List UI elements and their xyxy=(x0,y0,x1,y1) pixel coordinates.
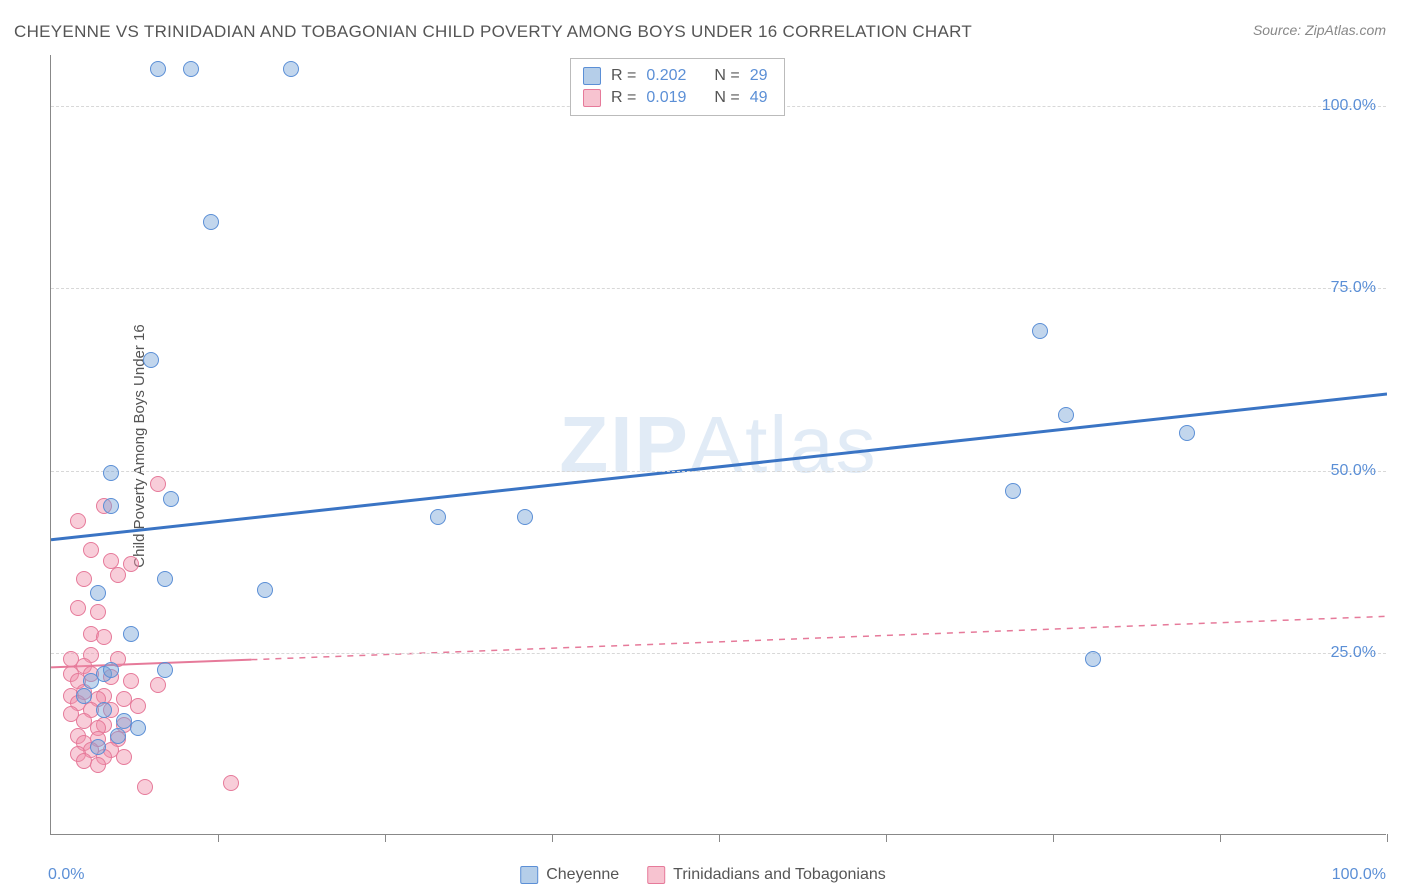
r-value-cheyenne: 0.202 xyxy=(646,67,686,85)
legend-item-trinidad: Trinidadians and Tobagonians xyxy=(647,866,886,884)
series-legend: Cheyenne Trinidadians and Tobagonians xyxy=(520,866,886,884)
gridline-h xyxy=(51,288,1386,289)
scatter-point-pink xyxy=(90,757,106,773)
scatter-point-blue xyxy=(96,702,112,718)
scatter-point-blue xyxy=(183,61,199,77)
scatter-point-pink xyxy=(130,698,146,714)
xtick-100: 100.0% xyxy=(1332,866,1386,884)
ytick-label: 75.0% xyxy=(1331,279,1376,297)
scatter-point-blue xyxy=(283,61,299,77)
watermark: ZIPAtlas xyxy=(559,399,877,491)
scatter-point-blue xyxy=(157,662,173,678)
scatter-point-blue xyxy=(83,673,99,689)
n-value-cheyenne: 29 xyxy=(750,67,768,85)
swatch-blue-icon xyxy=(583,67,601,85)
scatter-point-pink xyxy=(116,749,132,765)
scatter-point-blue xyxy=(110,728,126,744)
legend-row-cheyenne: R = 0.202 N = 29 xyxy=(583,65,768,87)
scatter-point-pink xyxy=(150,476,166,492)
xtick-mark xyxy=(1220,834,1221,842)
scatter-point-blue xyxy=(163,491,179,507)
r-label: R = xyxy=(611,89,636,107)
scatter-point-pink xyxy=(70,513,86,529)
scatter-point-blue xyxy=(517,509,533,525)
chart-title: CHEYENNE VS TRINIDADIAN AND TOBAGONIAN C… xyxy=(14,22,972,42)
swatch-blue-icon xyxy=(520,866,538,884)
scatter-point-blue xyxy=(1032,323,1048,339)
scatter-point-pink xyxy=(90,604,106,620)
xtick-mark xyxy=(1053,834,1054,842)
swatch-pink-icon xyxy=(647,866,665,884)
scatter-point-blue xyxy=(130,720,146,736)
scatter-point-blue xyxy=(143,352,159,368)
scatter-point-pink xyxy=(76,571,92,587)
watermark-light: Atlas xyxy=(690,400,878,489)
scatter-point-blue xyxy=(123,626,139,642)
scatter-point-blue xyxy=(1085,651,1101,667)
scatter-point-blue xyxy=(203,214,219,230)
scatter-point-blue xyxy=(257,582,273,598)
n-value-trinidad: 49 xyxy=(750,89,768,107)
scatter-point-blue xyxy=(1179,425,1195,441)
xtick-0: 0.0% xyxy=(48,866,84,884)
n-label: N = xyxy=(714,67,739,85)
ytick-label: 50.0% xyxy=(1331,462,1376,480)
scatter-point-blue xyxy=(90,585,106,601)
scatter-point-pink xyxy=(83,542,99,558)
r-value-trinidad: 0.019 xyxy=(646,89,686,107)
scatter-point-blue xyxy=(1005,483,1021,499)
legend-label-cheyenne: Cheyenne xyxy=(546,866,619,884)
scatter-point-blue xyxy=(76,688,92,704)
gridline-h xyxy=(51,471,1386,472)
scatter-point-blue xyxy=(103,662,119,678)
scatter-point-pink xyxy=(123,673,139,689)
xtick-mark xyxy=(552,834,553,842)
legend-item-cheyenne: Cheyenne xyxy=(520,866,619,884)
scatter-point-blue xyxy=(103,498,119,514)
correlation-legend: R = 0.202 N = 29 R = 0.019 N = 49 xyxy=(570,58,785,116)
xtick-mark xyxy=(886,834,887,842)
trend-lines-svg xyxy=(51,55,1387,835)
scatter-point-pink xyxy=(150,677,166,693)
plot-area: ZIPAtlas 25.0% 50.0% 75.0% 100.0% xyxy=(50,55,1386,835)
gridline-h xyxy=(51,653,1386,654)
xtick-mark xyxy=(218,834,219,842)
scatter-point-blue xyxy=(157,571,173,587)
scatter-point-blue xyxy=(90,739,106,755)
scatter-point-blue xyxy=(1058,407,1074,423)
xtick-mark xyxy=(719,834,720,842)
watermark-bold: ZIP xyxy=(559,400,689,489)
chart-container: CHEYENNE VS TRINIDADIAN AND TOBAGONIAN C… xyxy=(0,0,1406,892)
swatch-pink-icon xyxy=(583,89,601,107)
scatter-point-pink xyxy=(110,567,126,583)
r-label: R = xyxy=(611,67,636,85)
scatter-point-pink xyxy=(70,600,86,616)
scatter-point-blue xyxy=(103,465,119,481)
ytick-label: 25.0% xyxy=(1331,644,1376,662)
ytick-label: 100.0% xyxy=(1322,97,1376,115)
xtick-mark xyxy=(385,834,386,842)
scatter-point-pink xyxy=(123,556,139,572)
legend-row-trinidad: R = 0.019 N = 49 xyxy=(583,87,768,109)
legend-label-trinidad: Trinidadians and Tobagonians xyxy=(673,866,886,884)
scatter-point-pink xyxy=(223,775,239,791)
scatter-point-pink xyxy=(96,629,112,645)
xtick-mark xyxy=(1387,834,1388,842)
scatter-point-blue xyxy=(150,61,166,77)
n-label: N = xyxy=(714,89,739,107)
scatter-point-blue xyxy=(430,509,446,525)
scatter-point-pink xyxy=(137,779,153,795)
source-label: Source: ZipAtlas.com xyxy=(1253,22,1386,38)
